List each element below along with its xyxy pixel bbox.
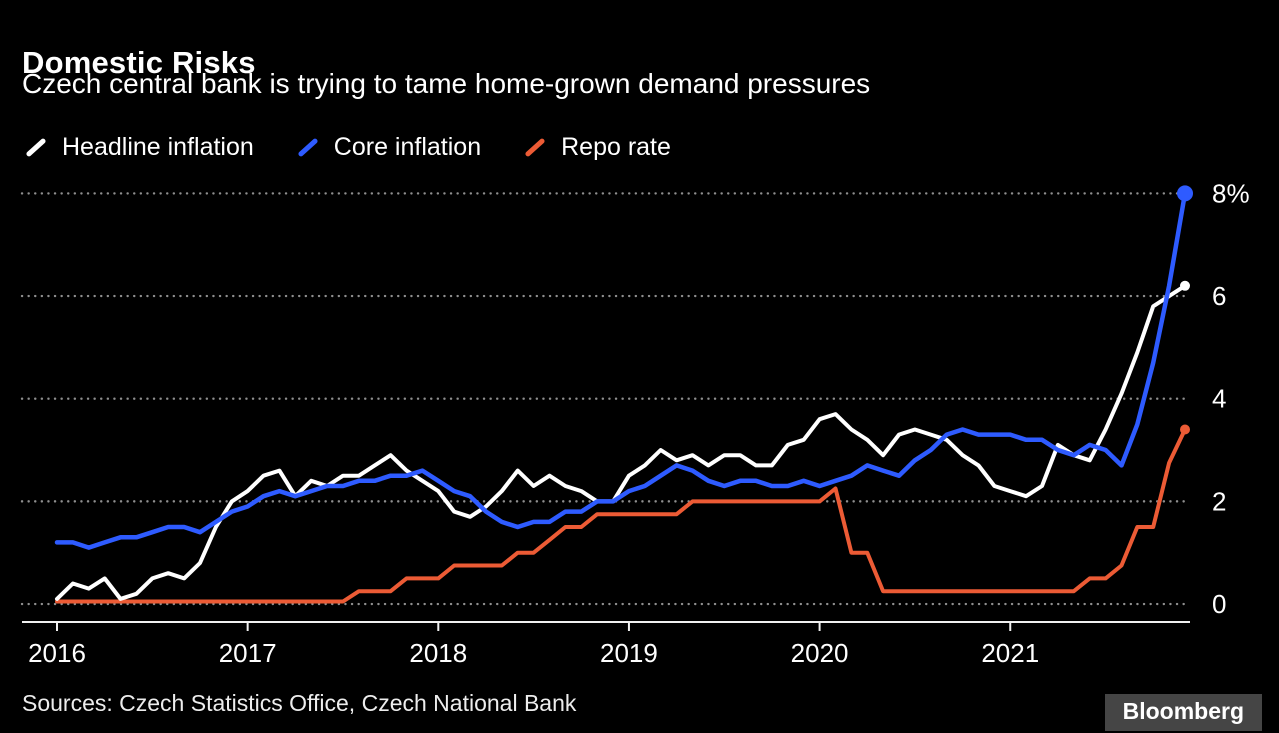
chart-legend: Headline inflation Core inflation Repo r… — [24, 133, 671, 162]
page-title: Domestic Risks — [22, 44, 256, 80]
sources-note: Sources: Czech Statistics Office, Czech … — [22, 690, 577, 716]
y-axis-label: 8% — [1212, 178, 1250, 208]
x-axis-label: 2021 — [981, 638, 1039, 668]
repo-rate-endpoint-dot — [1180, 424, 1190, 435]
legend-label-headline-inflation: Headline inflation — [62, 133, 254, 161]
y-axis-label: 4 — [1212, 384, 1226, 414]
repo-rate-line — [55, 427, 1187, 604]
headline-inflation-endpoint-dot — [1180, 280, 1190, 291]
x-axis-label: 2016 — [28, 638, 86, 668]
x-axis-label: 2020 — [791, 638, 849, 668]
legend-item-core-inflation: Core inflation — [296, 133, 481, 162]
y-axis-label: 0 — [1212, 589, 1226, 619]
chart-subtitle: Czech central bank is trying to tame hom… — [22, 68, 871, 99]
x-axis-label: 2017 — [219, 638, 277, 668]
legend-label-repo-rate: Repo rate — [561, 133, 671, 161]
headline-inflation-line — [55, 283, 1187, 601]
core-inflation-endpoint-dot — [1177, 185, 1193, 202]
core-inflation-line — [54, 191, 1188, 550]
x-axis-label: 2018 — [409, 638, 467, 668]
bloomberg-logo: Bloomberg — [1104, 694, 1262, 731]
y-axis-label: 6 — [1212, 281, 1226, 311]
legend-item-headline-inflation: Headline inflation — [24, 133, 254, 162]
legend-label-core-inflation: Core inflation — [333, 133, 482, 161]
legend-item-repo-rate: Repo rate — [523, 133, 671, 162]
y-axis-label: 2 — [1212, 486, 1226, 516]
x-axis-label: 2019 — [600, 638, 658, 668]
